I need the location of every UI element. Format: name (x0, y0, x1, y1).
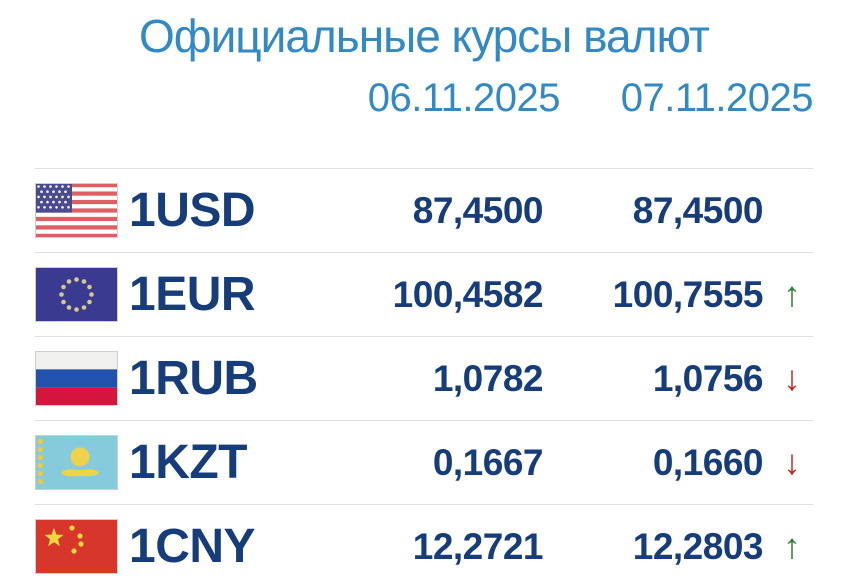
currency-code: 1USD (129, 184, 256, 237)
ru-flag-icon (35, 351, 118, 406)
rate-prev: 100,4582 (392, 273, 544, 315)
currency-cell: 1CNY (35, 519, 328, 574)
rate-prev: 12,2721 (412, 525, 544, 567)
rate-prev: 0,1667 (432, 441, 544, 483)
currency-code: 1RUB (129, 352, 258, 405)
rate-curr: 100,7555 (612, 273, 764, 315)
rate-curr: 87,4500 (632, 189, 764, 231)
rate-prev: 87,4500 (412, 189, 544, 231)
currency-code: 1EUR (129, 268, 256, 321)
date-header-row: 06.11.2025 07.11.2025 (35, 76, 814, 120)
rates-table: 1USD 87,4500 87,4500 1EUR (35, 168, 813, 588)
trend-up-icon: ↑ (783, 274, 801, 314)
rate-curr: 0,1660 (652, 441, 764, 483)
eu-flag-icon (35, 267, 118, 322)
currency-code: 1KZT (129, 436, 248, 489)
currency-row-usd: 1USD 87,4500 87,4500 (35, 168, 813, 252)
currency-row-rub: 1RUB 1,0782 1,0756 ↓ (35, 336, 813, 420)
currency-row-cny: 1CNY 12,2721 12,2803 ↑ (35, 504, 813, 588)
currency-cell: 1RUB (35, 351, 328, 406)
currency-code: 1CNY (129, 520, 256, 573)
rate-prev: 1,0782 (432, 357, 544, 399)
cn-flag-icon (35, 519, 118, 574)
rate-curr: 12,2803 (632, 525, 764, 567)
currency-cell: 1EUR (35, 267, 328, 322)
currency-row-eur: 1EUR 100,4582 100,7555 ↑ (35, 252, 813, 336)
us-flag-icon (35, 183, 118, 238)
page-title: Официальные курсы валют (138, 10, 710, 62)
trend-down-icon: ↓ (783, 442, 801, 482)
trend-down-icon: ↓ (783, 358, 801, 398)
trend-up-icon: ↑ (783, 526, 801, 566)
date-column-header-prev: 06.11.2025 (367, 76, 561, 120)
currency-row-kzt: 1KZT 0,1667 0,1660 ↓ (35, 420, 813, 504)
kz-flag-icon (35, 435, 118, 490)
currency-cell: 1KZT (35, 435, 328, 490)
rate-curr: 1,0756 (652, 357, 764, 399)
date-column-header-curr: 07.11.2025 (620, 76, 814, 120)
currency-cell: 1USD (35, 183, 328, 238)
